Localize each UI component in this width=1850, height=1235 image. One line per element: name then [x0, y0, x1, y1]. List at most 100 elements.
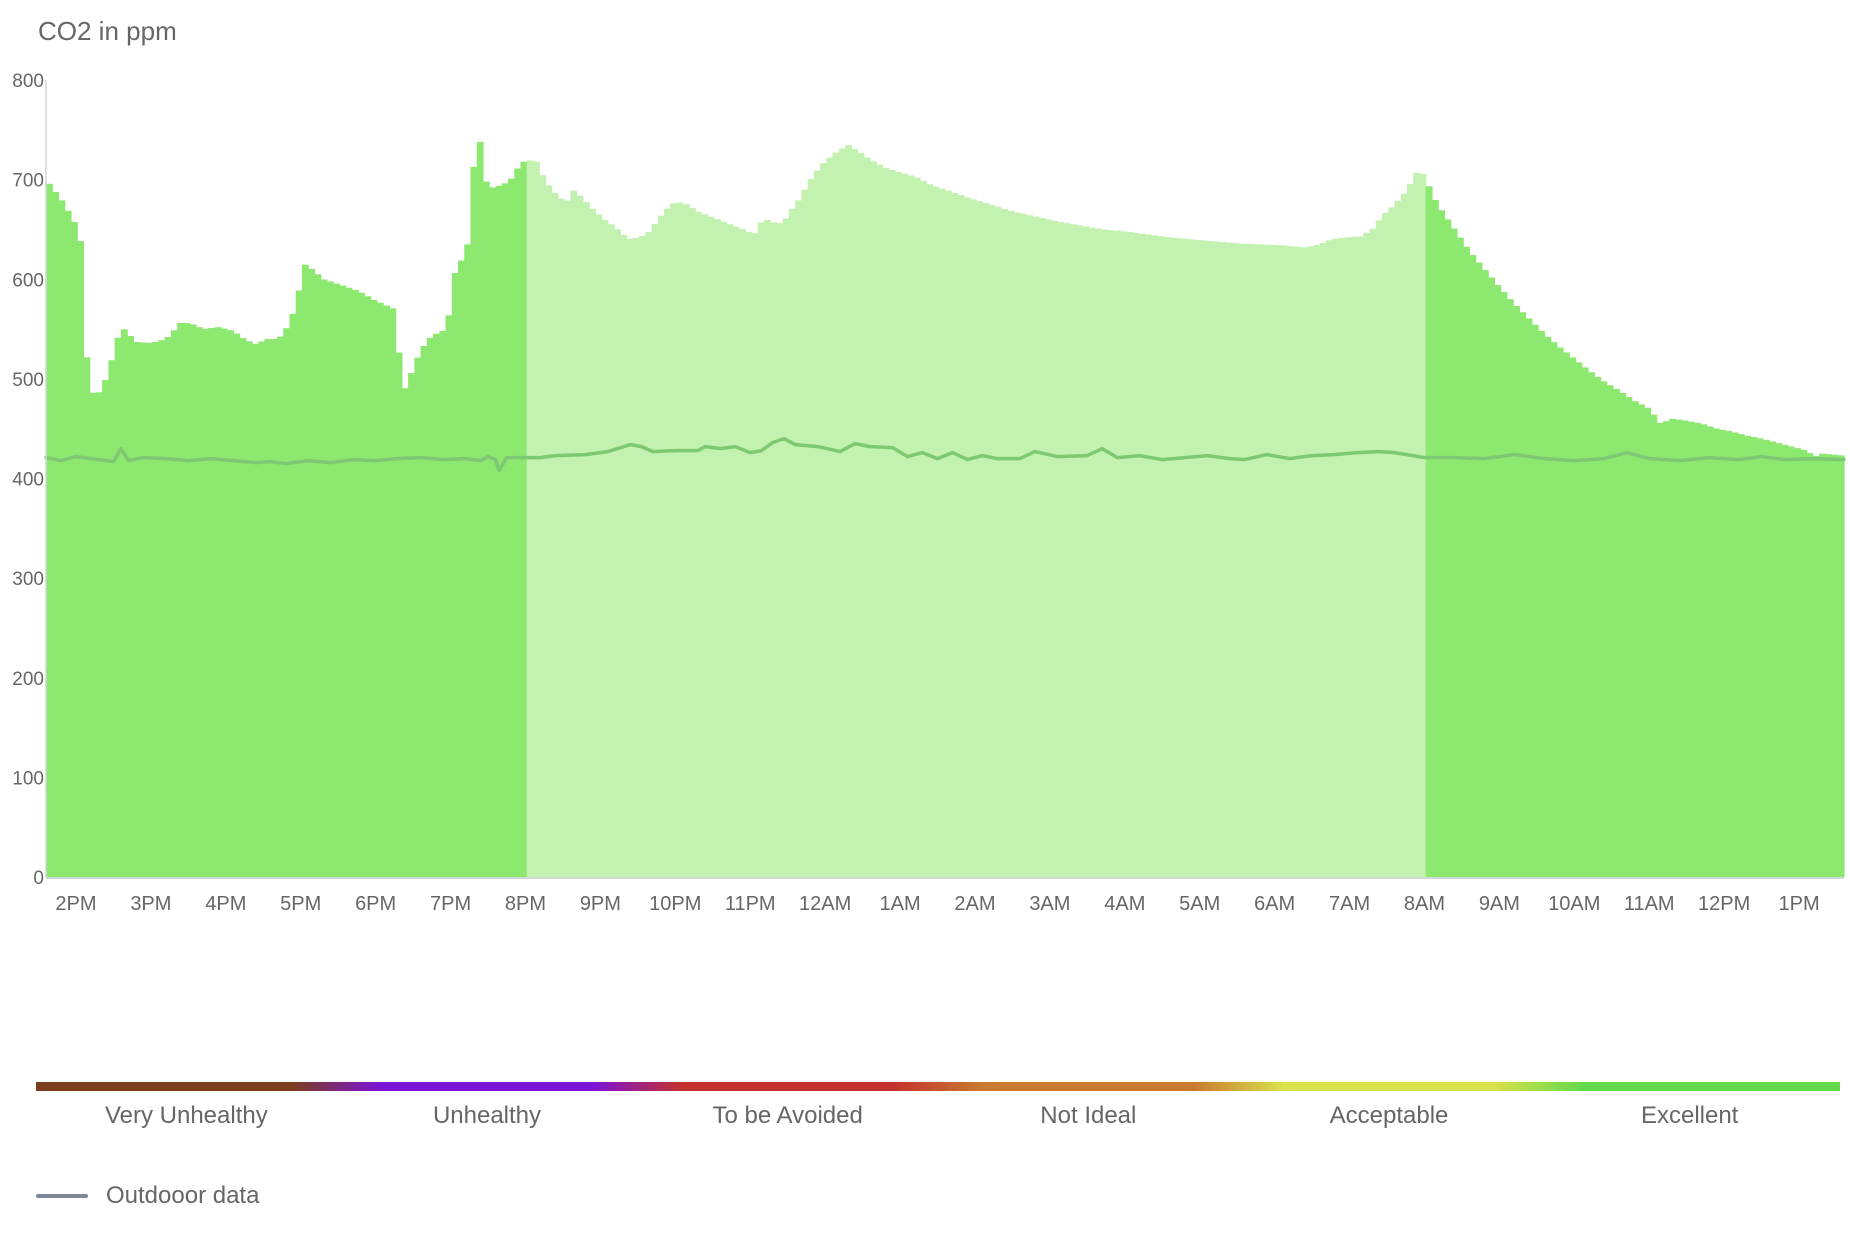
- co2-bar[interactable]: [888, 169, 896, 877]
- co2-bar[interactable]: [557, 198, 565, 878]
- co2-bar[interactable]: [1837, 455, 1845, 877]
- co2-bar[interactable]: [926, 184, 934, 877]
- co2-bar[interactable]: [495, 185, 503, 877]
- co2-bar[interactable]: [1263, 244, 1271, 877]
- co2-bar[interactable]: [820, 163, 827, 877]
- co2-bar[interactable]: [1132, 232, 1140, 878]
- co2-bar[interactable]: [857, 153, 865, 877]
- co2-bar[interactable]: [1538, 330, 1545, 877]
- co2-bar[interactable]: [707, 216, 715, 878]
- co2-bar[interactable]: [389, 308, 397, 877]
- co2-bar[interactable]: [1694, 422, 1702, 877]
- co2-bar[interactable]: [401, 388, 409, 877]
- co2-bar[interactable]: [220, 328, 228, 877]
- co2-bar[interactable]: [320, 279, 328, 878]
- co2-bar[interactable]: [114, 337, 122, 877]
- co2-bar[interactable]: [1669, 418, 1677, 877]
- co2-bar[interactable]: [1563, 352, 1570, 878]
- co2-bar[interactable]: [695, 211, 703, 877]
- co2-bar[interactable]: [83, 357, 91, 877]
- co2-bar[interactable]: [1069, 224, 1077, 878]
- co2-bar[interactable]: [1413, 172, 1421, 877]
- co2-bar[interactable]: [476, 141, 484, 878]
- co2-bar[interactable]: [976, 201, 984, 878]
- co2-bar[interactable]: [470, 166, 478, 877]
- co2-bar[interactable]: [108, 360, 116, 877]
- co2-bar[interactable]: [70, 221, 78, 878]
- co2-bar[interactable]: [1787, 446, 1795, 877]
- co2-bar[interactable]: [507, 178, 515, 877]
- co2-bar[interactable]: [258, 341, 266, 877]
- co2-bar[interactable]: [58, 200, 66, 877]
- co2-bar[interactable]: [1157, 236, 1165, 877]
- co2-bar[interactable]: [601, 219, 609, 878]
- co2-bar[interactable]: [689, 208, 696, 877]
- co2-bar[interactable]: [770, 222, 778, 877]
- co2-bar[interactable]: [639, 236, 646, 877]
- co2-bar[interactable]: [801, 189, 809, 878]
- co2-bar[interactable]: [1163, 236, 1171, 878]
- co2-bar[interactable]: [582, 202, 590, 877]
- co2-bar[interactable]: [1175, 238, 1183, 878]
- outdoor-data-line[interactable]: [44, 436, 1846, 473]
- co2-bar[interactable]: [1469, 255, 1477, 878]
- co2-bar[interactable]: [270, 339, 278, 877]
- co2-bar[interactable]: [938, 188, 946, 878]
- co2-bar[interactable]: [564, 200, 572, 878]
- co2-bar[interactable]: [1756, 438, 1764, 877]
- co2-bar[interactable]: [426, 337, 434, 877]
- co2-bar[interactable]: [395, 352, 403, 877]
- co2-bar[interactable]: [751, 233, 759, 878]
- co2-bar[interactable]: [451, 273, 459, 877]
- co2-bar[interactable]: [1375, 220, 1383, 877]
- co2-bar[interactable]: [807, 178, 815, 878]
- co2-bar[interactable]: [1032, 216, 1040, 877]
- co2-bar[interactable]: [951, 192, 959, 877]
- co2-bar[interactable]: [738, 229, 746, 877]
- co2-bar[interactable]: [1475, 262, 1483, 877]
- co2-bar[interactable]: [1307, 246, 1314, 877]
- co2-bar[interactable]: [227, 330, 234, 878]
- co2-bar[interactable]: [988, 205, 996, 878]
- co2-bar[interactable]: [1637, 404, 1645, 877]
- co2-bar[interactable]: [95, 392, 103, 877]
- co2-bar[interactable]: [645, 231, 653, 878]
- co2-bar[interactable]: [1419, 173, 1427, 877]
- co2-bar[interactable]: [183, 323, 191, 878]
- co2-bar[interactable]: [1369, 228, 1377, 878]
- co2-bar[interactable]: [826, 157, 834, 878]
- co2-bar[interactable]: [1288, 246, 1296, 877]
- co2-bar[interactable]: [1051, 220, 1058, 877]
- co2-bar[interactable]: [1500, 292, 1508, 877]
- co2-bar[interactable]: [301, 264, 309, 878]
- co2-bar[interactable]: [1076, 225, 1083, 878]
- co2-bar[interactable]: [1244, 243, 1252, 878]
- co2-bar[interactable]: [664, 208, 671, 878]
- co2-bar[interactable]: [901, 173, 909, 877]
- co2-bar[interactable]: [1687, 421, 1695, 877]
- co2-bar[interactable]: [1126, 232, 1133, 877]
- co2-bar[interactable]: [1319, 243, 1327, 877]
- co2-bar[interactable]: [439, 331, 447, 877]
- co2-bar[interactable]: [1731, 432, 1739, 877]
- co2-bar[interactable]: [1088, 227, 1096, 877]
- co2-bar[interactable]: [895, 172, 902, 877]
- co2-bar[interactable]: [1250, 244, 1258, 877]
- co2-bar[interactable]: [1013, 212, 1021, 878]
- co2-bar[interactable]: [1019, 213, 1027, 878]
- co2-bar[interactable]: [1269, 244, 1277, 877]
- co2-bar[interactable]: [1394, 200, 1402, 877]
- co2-bar[interactable]: [632, 237, 640, 877]
- co2-bar[interactable]: [1450, 228, 1458, 877]
- co2-bar[interactable]: [1300, 247, 1308, 877]
- co2-bar[interactable]: [920, 180, 927, 877]
- co2-bar[interactable]: [1282, 245, 1289, 877]
- co2-bar[interactable]: [295, 290, 303, 878]
- co2-bar[interactable]: [1007, 210, 1015, 878]
- co2-bar[interactable]: [763, 219, 771, 878]
- co2-bar[interactable]: [651, 223, 659, 877]
- co2-bar[interactable]: [164, 337, 172, 877]
- co2-bar[interactable]: [795, 200, 803, 877]
- co2-bar[interactable]: [1294, 246, 1302, 877]
- co2-bar[interactable]: [1581, 367, 1589, 877]
